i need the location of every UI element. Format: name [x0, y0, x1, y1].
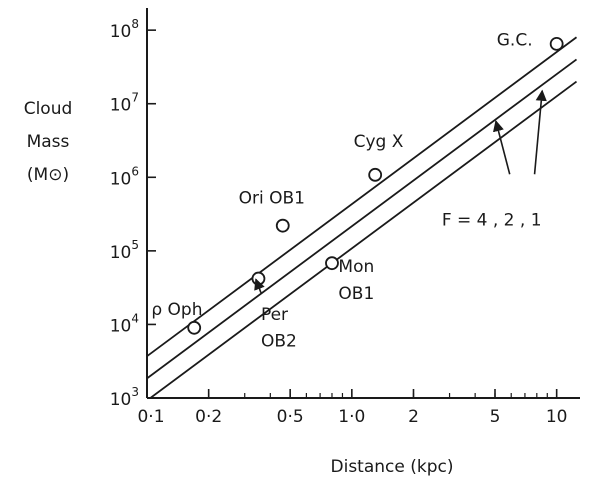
x-axis-title: Distance (kpc) — [331, 457, 454, 477]
y-tick-label: 107 — [110, 91, 139, 116]
y-axis-title-line: Cloud — [24, 99, 73, 119]
point-label: Mon — [338, 257, 374, 277]
point-label: OB2 — [261, 332, 297, 352]
y-tick-label: 104 — [110, 311, 139, 336]
data-point — [549, 37, 564, 51]
model-line-f4 — [147, 36, 578, 357]
model-line-f2 — [147, 58, 578, 380]
data-point — [187, 320, 202, 335]
model-lines — [147, 36, 578, 398]
x-tick-label: 5 — [490, 407, 501, 427]
y-tick-label: 105 — [110, 238, 139, 263]
x-tick-label: 1·0 — [338, 407, 365, 427]
x-tick-label: 10 — [546, 407, 568, 427]
y-axis-title-line: Mass — [27, 132, 70, 152]
x-tick-label: 0·2 — [195, 407, 222, 427]
x-tick-label: 2 — [408, 407, 419, 427]
f-values-label: F = 4 , 2 , 1 — [442, 211, 542, 231]
point-label: ρ Oph — [151, 300, 202, 320]
point-label: Cyg X — [354, 132, 404, 152]
point-label: Ori OB1 — [239, 189, 305, 209]
y-tick-label: 108 — [110, 17, 139, 42]
model-line-f1 — [148, 80, 578, 398]
y-tick-label: 106 — [110, 164, 139, 189]
data-point — [368, 167, 383, 182]
x-tick-label: 0·5 — [277, 407, 304, 427]
y-axis-title-line: (M⊙) — [27, 165, 69, 185]
pointer-arrow — [254, 278, 265, 293]
pointer-arrow — [493, 120, 511, 175]
data-point — [275, 218, 290, 233]
axes: 0·1 0·2 0·5 1·0 2 5 10 103 104 105 106 107 108 — [110, 8, 580, 427]
data-point — [251, 271, 266, 286]
y-tick-label: 103 — [110, 385, 139, 410]
annotations: ρ Oph Per OB2 Ori OB1 Mon OB1 Cyg X G.C. F = 4 ,… — [24, 30, 547, 477]
point-label: Per — [261, 305, 288, 325]
x-tick-label: 0·1 — [137, 407, 164, 427]
point-label: G.C. — [497, 30, 533, 50]
data-point — [325, 256, 339, 271]
point-label: OB1 — [338, 284, 374, 304]
pointer-arrow — [533, 89, 547, 175]
